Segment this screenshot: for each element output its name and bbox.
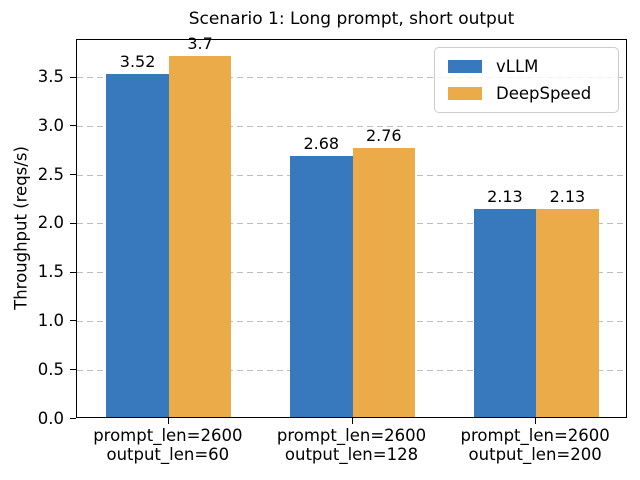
y-tick-label: 1.0 xyxy=(37,310,64,330)
y-tick-label: 3.5 xyxy=(37,67,64,87)
y-tick-mark xyxy=(70,174,76,176)
x-tick-mark xyxy=(167,418,169,424)
y-tick-label: 2.5 xyxy=(37,164,64,184)
bar-deepspeed-0 xyxy=(168,56,232,417)
x-tick-label-line1: prompt_len=2600 xyxy=(276,426,427,445)
legend-label-deepspeed: DeepSpeed xyxy=(496,84,592,103)
y-tick-mark xyxy=(70,320,76,322)
gridline xyxy=(77,77,626,79)
legend: vLLM DeepSpeed xyxy=(434,47,619,113)
x-tick-label: prompt_len=2600 output_len=128 xyxy=(277,426,426,464)
gridline xyxy=(77,125,626,127)
vllm-color-swatch xyxy=(448,60,482,73)
bar-value-label: 3.7 xyxy=(187,34,213,54)
y-tick-label: 3.0 xyxy=(37,115,64,135)
deepspeed-color-swatch xyxy=(448,87,482,100)
y-tick-mark xyxy=(70,271,76,273)
legend-item-vllm: vLLM xyxy=(448,53,618,80)
y-tick-label: 2.0 xyxy=(37,213,64,233)
bar-value-label: 2.68 xyxy=(303,133,340,153)
x-tick-label-line1: prompt_len=2600 xyxy=(460,426,610,445)
y-tick-label: 0.0 xyxy=(37,408,64,428)
chart-title: Scenario 1: Long prompt, short output xyxy=(188,9,515,29)
x-tick-label: prompt_len=2600 output_len=200 xyxy=(461,426,610,464)
x-tick-label-line2: output_len=200 xyxy=(468,445,602,464)
y-tick-mark xyxy=(70,125,76,127)
y-tick-mark xyxy=(70,369,76,371)
x-tick-label-line2: output_len=128 xyxy=(284,445,419,464)
y-tick-mark xyxy=(70,76,76,78)
bar-value-label: 2.13 xyxy=(487,187,523,207)
y-tick-mark xyxy=(70,222,76,224)
bar-deepspeed-1 xyxy=(352,147,415,417)
bar-value-label: 2.13 xyxy=(549,187,586,207)
y-tick-mark xyxy=(70,418,76,419)
legend-label-vllm: vLLM xyxy=(496,57,539,76)
x-tick-mark xyxy=(535,418,537,424)
x-tick-label: prompt_len=2600 output_len=60 xyxy=(93,426,242,464)
x-tick-label-line2: output_len=60 xyxy=(106,445,230,464)
x-tick-label-line1: prompt_len=2600 xyxy=(93,426,243,445)
x-tick-mark xyxy=(351,418,353,424)
y-tick-label: 1.5 xyxy=(37,262,64,282)
bar-deepspeed-2 xyxy=(536,209,599,417)
bar-value-label: 2.76 xyxy=(365,125,402,145)
y-tick-label: 0.5 xyxy=(37,359,64,379)
legend-item-deepspeed: DeepSpeed xyxy=(448,80,618,107)
bar-vllm-1 xyxy=(290,155,353,417)
bar-value-label: 3.52 xyxy=(119,51,156,71)
bar-vllm-2 xyxy=(473,209,537,417)
bar-vllm-0 xyxy=(106,73,169,417)
